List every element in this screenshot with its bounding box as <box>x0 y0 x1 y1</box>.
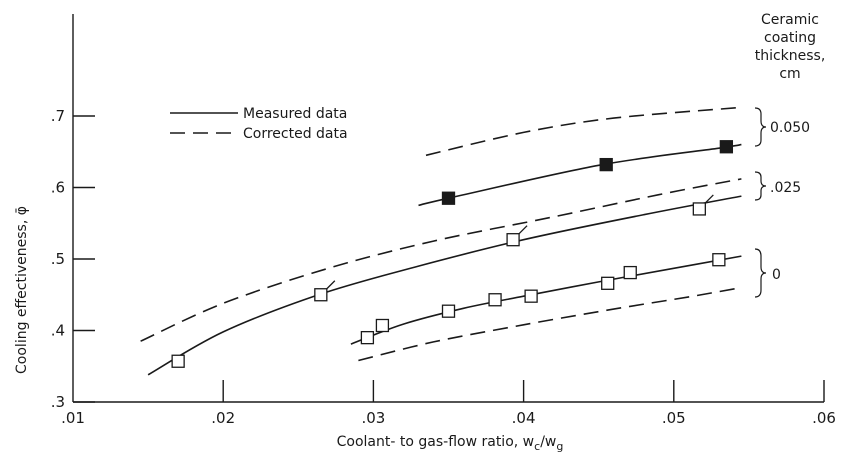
thickness-title-line-4: cm <box>779 66 800 82</box>
y-tick-label: .6 <box>51 179 65 197</box>
thickness-value-0: 0 <box>772 267 781 283</box>
thickness-label-025: .025 <box>754 171 801 201</box>
x-tick-label: .01 <box>61 409 85 427</box>
x-ticks: .01 .02 .03 .04 .05 .06 <box>61 380 836 427</box>
y-tick-label: .3 <box>51 393 65 411</box>
data-markers <box>171 140 734 368</box>
x-tick-label: .03 <box>361 409 385 427</box>
x-tick-label: .05 <box>662 409 686 427</box>
corrected-curve-2 <box>358 286 742 362</box>
thickness-title-line-1: Ceramic <box>761 12 819 28</box>
corrected-curve-1 <box>140 178 742 342</box>
measured-curve-0 <box>418 143 742 207</box>
brace-0 <box>754 248 767 298</box>
thickness-title-line-3: thickness, <box>755 48 826 64</box>
y-axis-label: Cooling effectiveness, φ̄ <box>14 206 30 374</box>
legend-measured-label: Measured data <box>243 106 347 122</box>
y-tick-label: .7 <box>51 107 65 125</box>
data-point <box>441 304 456 318</box>
data-point <box>524 289 538 303</box>
measured-curve-1 <box>147 195 742 376</box>
data-point <box>441 191 456 205</box>
y-ticks: .3 .4 .5 .6 .7 <box>51 107 95 411</box>
data-point <box>171 354 185 368</box>
brace-0050 <box>754 107 767 147</box>
curves <box>140 106 742 376</box>
thickness-label-0: 0 <box>754 248 781 298</box>
thickness-value-0050: 0.050 <box>770 120 810 136</box>
thickness-title-line-2: coating <box>764 30 816 46</box>
data-point <box>719 140 734 154</box>
x-axis-label: Coolant- to gas-flow ratio, wc/wg <box>337 434 564 453</box>
data-point <box>360 330 375 345</box>
x-tick-label: .06 <box>812 409 836 427</box>
thickness-value-025: .025 <box>770 180 801 196</box>
data-point <box>601 276 615 290</box>
data-point <box>623 265 637 280</box>
data-point <box>712 253 726 267</box>
brace-025 <box>754 171 767 201</box>
x-tick-label: .02 <box>211 409 235 427</box>
data-point <box>506 233 520 247</box>
data-point <box>692 202 706 216</box>
x-tick-label: .04 <box>512 409 536 427</box>
y-tick-label: .5 <box>51 250 65 268</box>
data-point <box>599 157 613 172</box>
thickness-label-0050: 0.050 <box>754 107 810 147</box>
thickness-title: Ceramic coating thickness, cm <box>755 12 826 82</box>
legend: Measured data Corrected data <box>170 106 348 142</box>
data-point <box>488 293 502 307</box>
axes-frame <box>72 14 825 403</box>
legend-corrected-label: Corrected data <box>243 126 348 142</box>
y-tick-label: .4 <box>51 322 65 340</box>
data-point <box>375 318 390 333</box>
data-point <box>314 288 328 302</box>
corrected-curve-0 <box>425 106 742 157</box>
